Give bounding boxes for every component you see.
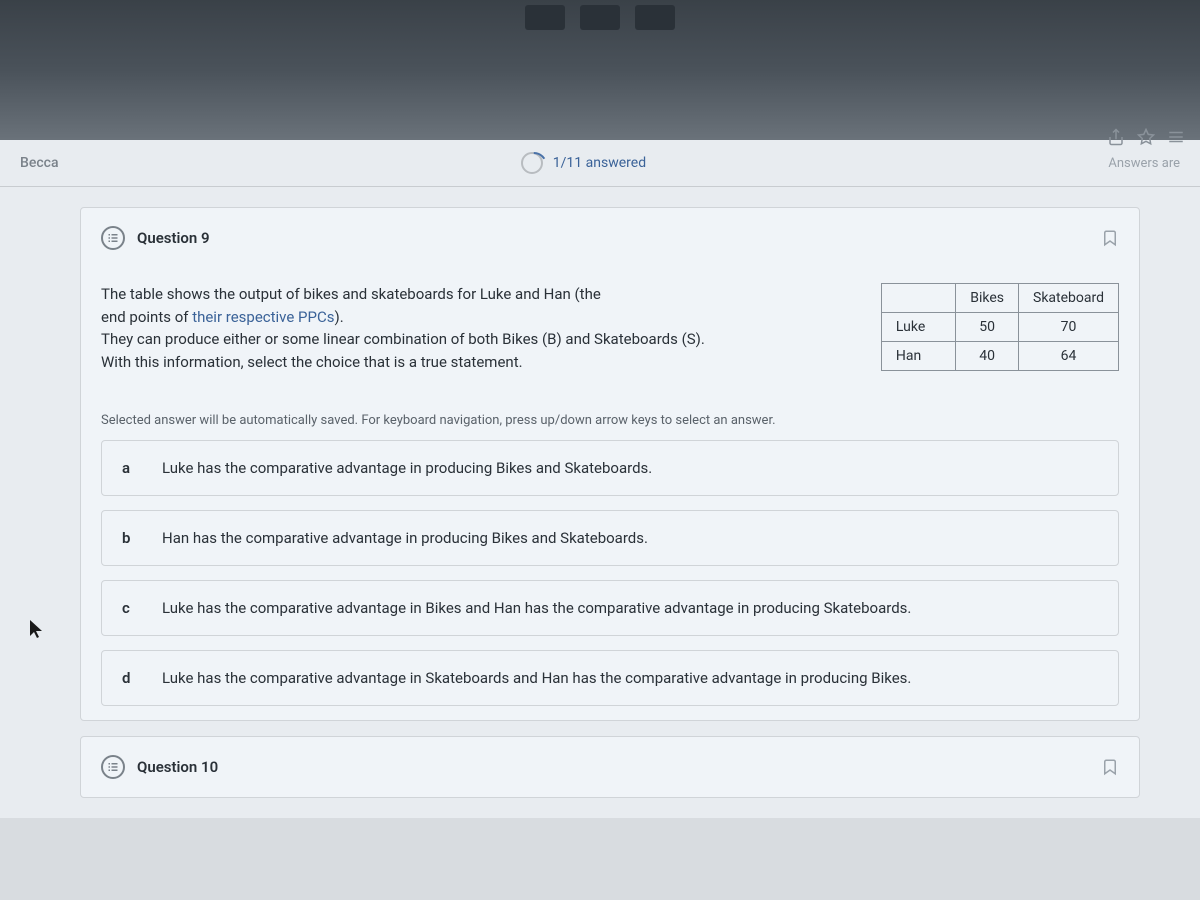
quiz-content-area: Question 9 The table shows the output of… [0,187,1200,818]
option-text: Luke has the comparative advantage in Sk… [162,669,911,687]
user-name-label: Becca [20,155,59,171]
window-control-button[interactable] [525,5,565,30]
table-column-header: Bikes [956,284,1019,313]
next-question-card[interactable]: Question 10 [80,736,1140,798]
table-column-header: Skateboard [1019,284,1119,313]
option-text: Luke has the comparative advantage in Bi… [162,599,911,617]
question-card: Question 9 The table shows the output of… [80,207,1140,721]
option-letter: c [122,599,137,617]
keyboard-instruction-text: Selected answer will be automatically sa… [81,393,1139,440]
production-data-table: Bikes Skateboard Luke 50 70 Han 40 64 [881,283,1119,371]
cursor-arrow-icon [30,620,46,644]
quiz-header-bar: Becca 1/11 answered Answers are [0,140,1200,187]
question-body: The table shows the output of bikes and … [81,268,1139,393]
table-row-header: Han [881,342,955,371]
answer-option-d[interactable]: d Luke has the comparative advantage in … [101,650,1119,706]
window-control-button[interactable] [580,5,620,30]
progress-circle-icon [521,152,543,174]
question-content-row: The table shows the output of bikes and … [101,283,1119,373]
answer-option-c[interactable]: c Luke has the comparative advantage in … [101,580,1119,636]
menu-icon[interactable] [1167,128,1185,146]
question-list-icon [101,755,125,779]
question-list-icon [101,226,125,250]
table-cell: 50 [956,313,1019,342]
question-text: The table shows the output of bikes and … [101,283,851,373]
answer-option-a[interactable]: a Luke has the comparative advantage in … [101,440,1119,496]
table-header-row: Bikes Skateboard [881,284,1118,313]
progress-text: 1/11 answered [553,155,646,171]
window-control-button[interactable] [635,5,675,30]
table-empty-header [881,284,955,313]
share-icon[interactable] [1107,128,1125,146]
option-letter: a [122,459,137,477]
table-cell: 70 [1019,313,1119,342]
top-window-chrome [0,0,1200,140]
answer-option-b[interactable]: b Han has the comparative advantage in p… [101,510,1119,566]
question-header[interactable]: Question 9 [81,208,1139,268]
next-question-number-label: Question 10 [137,758,218,776]
star-icon[interactable] [1137,128,1155,146]
question-number-label: Question 9 [137,229,210,247]
option-text: Han has the comparative advantage in pro… [162,529,648,547]
answers-status-label: Answers are [1108,156,1180,171]
table-row: Luke 50 70 [881,313,1118,342]
table-row: Han 40 64 [881,342,1118,371]
bookmark-icon[interactable] [1101,227,1119,249]
progress-indicator: 1/11 answered [521,152,646,174]
option-letter: b [122,529,137,547]
option-text: Luke has the comparative advantage in pr… [162,459,652,477]
top-window-controls [525,5,675,30]
table-row-header: Luke [881,313,955,342]
table-cell: 40 [956,342,1019,371]
table-cell: 64 [1019,342,1119,371]
ppc-link[interactable]: their respective PPCs [192,308,334,326]
browser-toolbar-icons [1107,128,1185,146]
option-letter: d [122,669,137,687]
bookmark-icon[interactable] [1101,756,1119,778]
